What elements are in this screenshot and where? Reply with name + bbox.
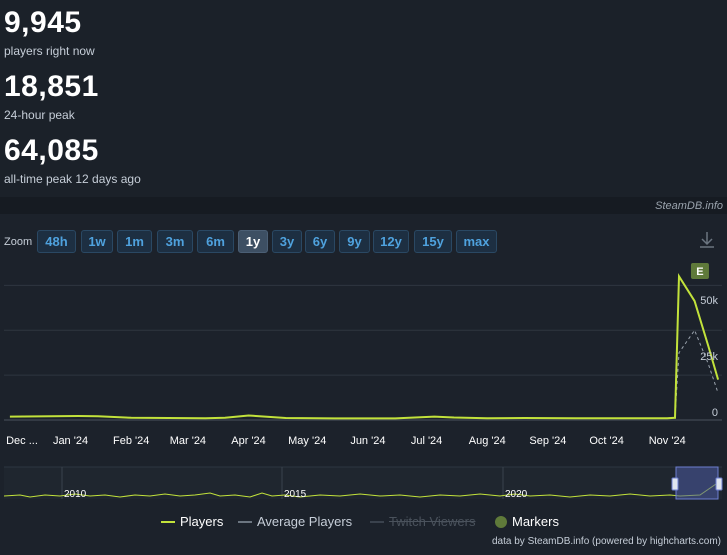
legend-average-label: Average Players [257,514,353,529]
zoom-15y-button[interactable]: 15y [414,230,452,253]
x-tick-label: Apr '24 [231,435,266,447]
event-marker[interactable] [690,263,709,279]
players-swatch [161,520,175,523]
zoom-6y-button[interactable]: 6y [305,230,335,253]
zoom-max-button[interactable]: max [456,230,497,253]
zoom-6m-button[interactable]: 6m [197,230,234,253]
legend-twitch-viewers[interactable]: Twitch Viewers [370,514,475,529]
zoom-9y-button[interactable]: 9y [339,230,370,253]
navigator-year-label: 2015 [284,489,307,500]
current-players-value: 9,945 [4,6,82,39]
legend-average-players[interactable]: Average Players [238,514,352,529]
y-tick-label: 0 [712,407,718,419]
all-time-peak-label: all-time peak 12 days ago [4,172,141,186]
legend-players[interactable]: Players [161,514,223,529]
average-swatch [238,520,252,523]
navigator-selection[interactable] [675,466,719,500]
zoom-label: Zoom [4,236,33,248]
all-time-peak-value: 64,085 [4,134,99,167]
legend-markers-label: Markers [512,514,559,529]
navigator-right-handle[interactable] [715,477,723,491]
twitch-swatch [370,520,384,523]
x-tick-label: Mar '24 [170,435,206,447]
zoom-1y-button[interactable]: 1y [238,230,268,253]
navigator-left-handle[interactable] [671,477,679,491]
zoom-1w-button[interactable]: 1w [81,230,113,253]
time-navigator[interactable]: 2010 2015 2020 [0,466,727,506]
peak-24h-value: 18,851 [4,70,99,103]
footer-credit[interactable]: data by SteamDB.info (powered by highcha… [492,536,721,547]
navigator-year-label: 2020 [505,489,528,500]
x-tick-label: Jun '24 [350,435,385,447]
download-icon[interactable] [698,230,716,250]
navigator-players-line [3,483,723,498]
peak-24h-label: 24-hour peak [4,108,75,122]
markers-swatch [495,515,507,528]
zoom-3y-button[interactable]: 3y [272,230,302,253]
zoom-3m-button[interactable]: 3m [157,230,193,253]
x-tick-label: Jan '24 [53,435,88,447]
players-chart[interactable]: E 0 25k 50k Dec ... Jan '24 Feb '24 Mar '24 Ap… [0,255,727,455]
y-tick-label: 25k [700,351,718,363]
zoom-1m-button[interactable]: 1m [117,230,152,253]
navigator-background [4,467,722,499]
navigator-year-label: 2010 [64,489,87,500]
x-tick-label: Feb '24 [113,435,149,447]
current-players-label: players right now [4,44,95,58]
x-tick-label: Aug '24 [469,435,506,447]
players-line [9,272,720,420]
x-tick-label: Oct '24 [589,435,624,447]
y-tick-label: 50k [700,295,718,307]
zoom-12y-button[interactable]: 12y [373,230,409,253]
zoom-48h-button[interactable]: 48h [37,230,76,253]
legend-twitch-label: Twitch Viewers [389,514,476,529]
x-tick-label: Dec ... [6,435,38,447]
stats-panel: 9,945 players right now 18,851 24-hour p… [0,0,727,197]
x-tick-label: May '24 [288,435,326,447]
legend-players-label: Players [180,514,224,529]
x-tick-label: Sep '24 [529,435,566,447]
legend-markers[interactable]: Markers [495,514,559,529]
credit-bar [0,197,727,214]
x-tick-label: Nov '24 [649,435,686,447]
x-tick-label: Jul '24 [411,435,442,447]
event-marker-label: E [696,266,703,278]
steamdb-credit[interactable]: SteamDB.info [655,200,723,212]
